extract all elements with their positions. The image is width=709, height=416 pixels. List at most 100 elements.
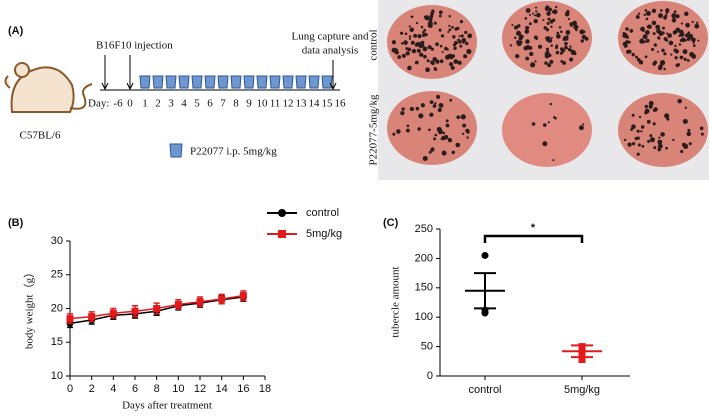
day-tick-label: 13 <box>296 98 308 110</box>
tumor-spot <box>657 143 663 149</box>
tumor-spot <box>537 44 543 49</box>
tumor-spot <box>638 60 644 65</box>
tumor-spot <box>649 134 653 138</box>
tumor-spot <box>563 35 569 41</box>
tumor-spot <box>642 34 648 40</box>
tumor-spot <box>660 132 665 137</box>
tumor-spot <box>535 10 538 13</box>
tumor-spot <box>550 25 553 29</box>
tumor-spot <box>664 113 670 119</box>
tumor-spot <box>652 108 656 112</box>
tumor-spot <box>696 21 699 24</box>
tumor-spot <box>552 159 555 162</box>
tumor-spot <box>391 40 397 45</box>
tumor-spot <box>671 13 677 19</box>
point <box>153 305 161 312</box>
tumor-spot <box>631 125 635 128</box>
tumor-spot <box>400 42 404 45</box>
tumor-spot <box>404 32 408 36</box>
tumor-spot <box>410 15 414 19</box>
tumor-spot <box>644 104 649 109</box>
panel-label: (B) <box>8 217 24 229</box>
tumor-spot <box>535 37 538 41</box>
tumor-spot <box>453 59 459 64</box>
day-tick-label: 10 <box>257 98 269 110</box>
tumor-spot <box>427 20 433 26</box>
tumor-spot <box>462 123 467 128</box>
tumor-spot <box>435 42 439 47</box>
x-tick-label: 5mg/kg <box>564 384 600 396</box>
tumor-spot <box>569 22 573 26</box>
tumor-spot <box>565 46 569 50</box>
day-tick-label: 3 <box>168 98 174 110</box>
x-tick-label: control <box>468 384 501 396</box>
y-tick-label: 0 <box>427 370 433 382</box>
y-tick-label: 250 <box>415 223 433 235</box>
tumor-spot <box>425 67 430 73</box>
tumor-spot <box>644 55 648 59</box>
day-tick-label: 6 <box>207 98 213 110</box>
tumor-spot <box>554 5 558 9</box>
tumor-spot <box>564 11 570 17</box>
dose-cup <box>321 75 333 89</box>
tumor-spot <box>625 27 629 31</box>
tumor-spot <box>687 128 691 132</box>
tumor-spot <box>584 36 589 41</box>
tumor-spot <box>622 32 626 35</box>
tumor-spot <box>555 44 559 47</box>
tumor-spot <box>440 137 444 141</box>
tumor-spot <box>641 144 645 148</box>
tumor-spot <box>647 139 651 143</box>
tumor-spot <box>463 39 466 42</box>
significance-bracket <box>483 234 584 243</box>
x-tick-label: 16 <box>237 383 249 395</box>
tumor-spot <box>639 38 645 44</box>
tumor-spot <box>422 46 428 52</box>
point <box>578 356 586 364</box>
tumor-spot <box>645 38 650 43</box>
tumor-spot <box>652 32 656 36</box>
tumor-spot <box>659 60 666 66</box>
tumor-spot <box>680 22 684 25</box>
tumor-spot <box>684 33 690 38</box>
tumor-spot <box>663 67 666 71</box>
tumor-spot <box>415 106 420 111</box>
tumor-spot <box>409 106 414 112</box>
tumor-spot <box>636 152 640 156</box>
tumor-spot <box>417 33 422 39</box>
dose-cup <box>165 75 177 89</box>
tumor-spot <box>580 39 584 43</box>
tumor-spot <box>525 8 531 13</box>
tumor-spot <box>528 46 533 50</box>
x-tick-label: 8 <box>154 383 160 395</box>
dose-cup <box>217 75 229 89</box>
tumor-spot <box>442 131 446 135</box>
tumor-spot <box>675 14 680 19</box>
y-axis-title: body weight（g） <box>23 267 36 349</box>
tumor-spot <box>653 43 658 47</box>
tumor-spot <box>445 119 449 123</box>
tumor-spot <box>451 54 456 58</box>
tumor-spot <box>578 125 584 131</box>
tumor-spot <box>651 47 655 51</box>
tumor-spot <box>657 139 663 145</box>
tumor-spot <box>458 40 462 44</box>
tumor-spot <box>461 132 465 135</box>
day-tick-label: 15 <box>322 98 334 110</box>
tumor-spot <box>524 29 530 34</box>
tumor-spot <box>511 23 514 27</box>
tumor-spot <box>531 122 536 126</box>
tumor-spot <box>648 100 654 106</box>
tumor-spot <box>631 52 635 57</box>
tumor-spot <box>407 65 412 71</box>
tumor-spot <box>637 143 641 147</box>
mouse-icon <box>4 62 93 113</box>
tumor-spot <box>455 142 461 148</box>
tumor-spot <box>683 143 689 149</box>
tumor-spot <box>403 40 408 45</box>
tumor-spot <box>545 28 550 32</box>
tumor-spot <box>440 34 445 38</box>
tumor-spot <box>674 56 678 60</box>
tumor-spot <box>653 60 658 65</box>
tumor-spot <box>645 17 649 21</box>
